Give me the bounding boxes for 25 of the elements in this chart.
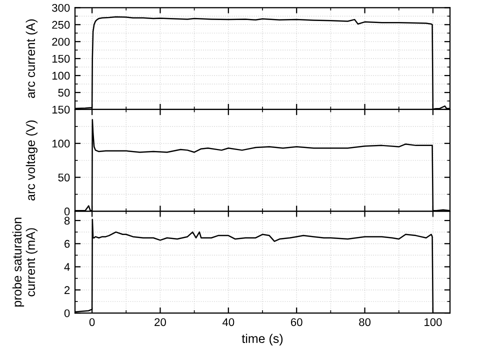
y-tick-label: 8 xyxy=(64,216,70,225)
x-tick-label: 60 xyxy=(290,318,302,326)
y-axis-title: arc current (A) xyxy=(26,19,38,98)
y-tick-label: 300 xyxy=(52,4,70,12)
x-tick-label: 20 xyxy=(154,318,166,326)
x-tick-label: 80 xyxy=(359,318,371,326)
y-tick-label: 250 xyxy=(52,20,70,29)
y-tick-label: 100 xyxy=(52,72,70,80)
x-tick-label: 100 xyxy=(424,318,442,326)
y-tick-label: 0 xyxy=(64,309,70,318)
y-tick-label: 150 xyxy=(52,106,70,114)
y-tick-label: 0 xyxy=(64,208,70,216)
y-tick-label: 100 xyxy=(52,140,70,148)
y-axis-title: arc voltage (V) xyxy=(26,120,38,200)
y-tick-label: 50 xyxy=(58,174,70,182)
x-axis-title: time (s) xyxy=(242,334,283,346)
x-tick-label: 40 xyxy=(222,318,234,326)
x-tick-label: 0 xyxy=(89,318,95,326)
y-axis-title: probe saturation current (mA) xyxy=(12,218,38,307)
y-tick-label: 4 xyxy=(64,263,70,271)
y-tick-label: 50 xyxy=(58,88,70,97)
y-tick-label: 6 xyxy=(64,240,70,248)
y-tick-label: 150 xyxy=(52,54,70,63)
y-tick-label: 2 xyxy=(64,286,70,294)
y-tick-label: 200 xyxy=(52,38,70,46)
